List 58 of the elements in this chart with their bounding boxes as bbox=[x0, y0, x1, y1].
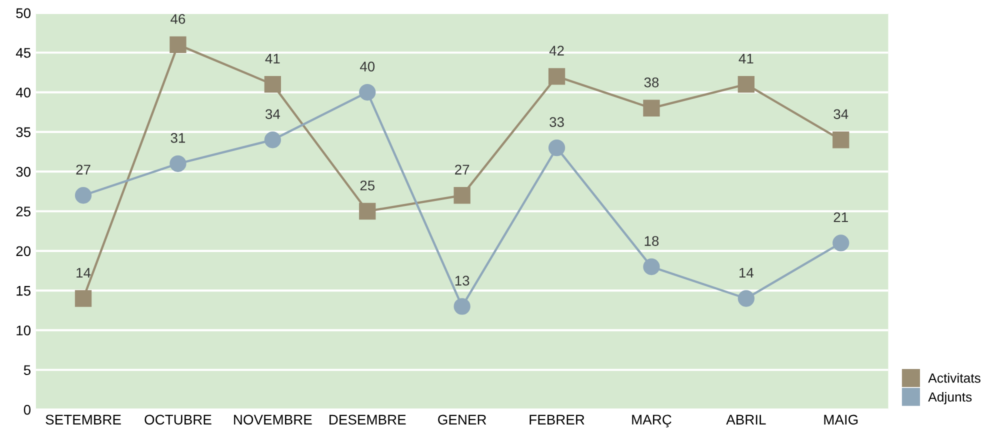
data-label: 41 bbox=[265, 54, 280, 64]
data-label: 14 bbox=[740, 268, 754, 278]
y-tick-label: 45 bbox=[16, 48, 30, 58]
point bbox=[832, 132, 850, 148]
x-tick-label: OCTUBRE bbox=[144, 414, 212, 425]
x-tick-label: DESEMBRE bbox=[330, 414, 406, 425]
legend-label: Activitats bbox=[928, 373, 980, 383]
x-tick-label: NOVEMBRE bbox=[234, 414, 312, 425]
data-label: 31 bbox=[170, 133, 186, 143]
point bbox=[548, 139, 566, 156]
x-tick-label: FEBRER bbox=[530, 414, 584, 424]
data-label: 21 bbox=[834, 212, 848, 222]
point bbox=[359, 202, 376, 220]
data-label: 41 bbox=[738, 54, 754, 64]
data-label: 38 bbox=[644, 78, 659, 88]
point bbox=[454, 187, 470, 204]
point bbox=[359, 84, 376, 101]
point bbox=[832, 234, 850, 252]
point bbox=[643, 100, 660, 116]
y-tick-label: 20 bbox=[16, 246, 31, 256]
point bbox=[643, 258, 660, 276]
x-tick-label: MARÇ bbox=[632, 414, 672, 428]
y-tick-label: 50 bbox=[16, 8, 31, 18]
y-tick-label: 10 bbox=[16, 326, 31, 336]
data-label: 13 bbox=[455, 276, 470, 286]
data-label: 27 bbox=[455, 164, 470, 174]
y-tick-label: 15 bbox=[16, 286, 30, 296]
y-tick-label: 30 bbox=[16, 166, 31, 177]
x-tick-label: ABRIL bbox=[726, 414, 766, 424]
legend-label: Adjunts bbox=[928, 392, 972, 404]
point bbox=[548, 68, 566, 85]
data-label: 42 bbox=[549, 46, 564, 56]
point bbox=[170, 155, 186, 172]
point bbox=[170, 36, 186, 54]
data-label: 14 bbox=[76, 268, 91, 278]
x-tick-label: MAIG bbox=[824, 414, 858, 425]
y-tick-label: 5 bbox=[24, 365, 30, 376]
point bbox=[454, 298, 470, 315]
data-label: 46 bbox=[170, 14, 186, 24]
data-label: 33 bbox=[550, 117, 564, 127]
point bbox=[74, 290, 92, 307]
data-label: 27 bbox=[76, 164, 90, 174]
x-tick-label: GENER bbox=[438, 414, 486, 425]
data-label: 34 bbox=[834, 109, 848, 120]
y-tick-label: 35 bbox=[16, 127, 30, 138]
point bbox=[264, 132, 282, 148]
data-label: 25 bbox=[360, 180, 375, 190]
y-tick-label: 0 bbox=[24, 404, 31, 415]
y-tick-label: 25 bbox=[16, 206, 30, 216]
point bbox=[74, 187, 92, 204]
point bbox=[738, 290, 755, 307]
point bbox=[264, 76, 282, 93]
data-label: 18 bbox=[644, 236, 659, 246]
x-tick-label: SETEMBRE bbox=[46, 414, 121, 425]
y-tick-label: 40 bbox=[16, 88, 31, 98]
data-label: 40 bbox=[360, 62, 375, 72]
point bbox=[738, 76, 755, 93]
data-label: 34 bbox=[265, 109, 280, 120]
